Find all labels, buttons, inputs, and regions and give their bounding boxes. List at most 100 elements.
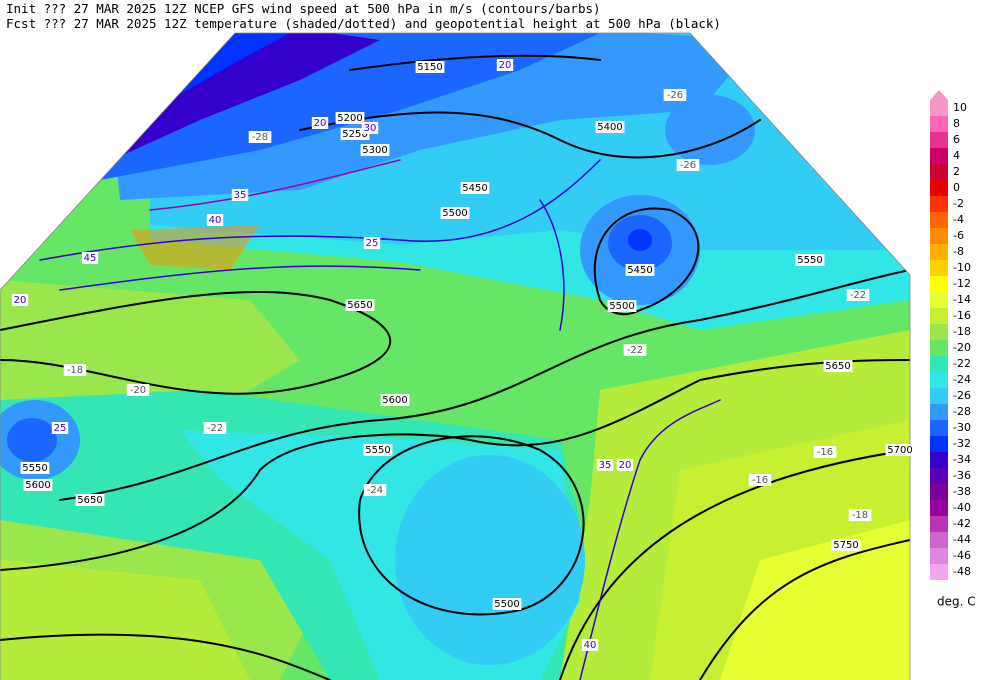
wind-label: 20: [314, 118, 327, 129]
colorbar-label: -40: [953, 501, 971, 514]
height-label-bg: [380, 394, 410, 406]
height-label: 5500: [494, 599, 519, 610]
wind-label-bg: [616, 459, 634, 471]
colorbar-label: -32: [953, 437, 971, 450]
colorbar-swatch: [930, 532, 948, 548]
wind-label-bg: [596, 459, 614, 471]
colorbar-label: 2: [953, 165, 960, 178]
wind-label-bg: [11, 294, 29, 306]
height-label: 5650: [77, 495, 102, 506]
temperature-label: -22: [627, 345, 643, 356]
colorbar-label: 10: [953, 101, 967, 114]
temperature-label-bg: [846, 289, 870, 301]
temperature-label-bg: [748, 474, 772, 486]
colorbar-label: 4: [953, 149, 960, 162]
colorbar-label: 0: [953, 181, 960, 194]
height-label: 5450: [462, 183, 487, 194]
header-fcst: Fcst ??? 27 MAR 2025 12Z temperature (sh…: [6, 16, 721, 31]
colorbar-arrow: [930, 90, 948, 100]
colorbar-swatch: [930, 436, 948, 452]
wind-label-bg: [206, 214, 224, 226]
colorbar-label: -6: [953, 229, 964, 242]
height-label-bg: [885, 444, 915, 456]
wind-label: 20: [14, 295, 27, 306]
header-init: Init ??? 27 MAR 2025 12Z NCEP GFS wind s…: [6, 1, 601, 16]
colorbar-label: -20: [953, 341, 971, 354]
height-label: 5500: [609, 301, 634, 312]
wind-label-bg: [496, 59, 514, 71]
height-label-bg: [595, 121, 625, 133]
height-label: 5600: [25, 480, 50, 491]
colorbar-label: 6: [953, 133, 960, 146]
colorbar-swatch: [930, 372, 948, 388]
colorbar-label: -36: [953, 469, 971, 482]
wind-label: 20: [619, 460, 632, 471]
wind-label: 20: [499, 60, 512, 71]
temperature-label: -24: [367, 485, 383, 496]
height-label: 5550: [797, 255, 822, 266]
height-label: 5550: [365, 445, 390, 456]
colorbar-unit: deg. C: [937, 595, 976, 609]
height-label-bg: [492, 598, 522, 610]
temperature-label-bg: [848, 509, 872, 521]
wind-label-bg: [81, 252, 99, 264]
colorbar-label: -8: [953, 245, 964, 258]
colorbar-swatch: [930, 116, 948, 132]
colorbar-label: -2: [953, 197, 964, 210]
colorbar-label: -16: [953, 309, 971, 322]
height-label-bg: [363, 444, 393, 456]
colorbar: 10 8 6 4 2 0 -2 -4 -6 -8 -10 -12 -14 -16 -18 -20 -22 -24 -…: [930, 90, 971, 580]
colorbar-swatch: [930, 244, 948, 260]
wind-label: 35: [599, 460, 612, 471]
temperature-label: -26: [680, 160, 696, 171]
height-label: 5250: [342, 129, 367, 140]
height-label: 5550: [22, 463, 47, 474]
colorbar-swatch: [930, 468, 948, 484]
height-label-bg: [75, 494, 105, 506]
wind-label: 25: [366, 238, 379, 249]
wind-label: 45: [84, 253, 97, 264]
colorbar-swatch: [930, 292, 948, 308]
colorbar-swatch: [930, 228, 948, 244]
colorbar-label: -34: [953, 453, 971, 466]
colorbar-swatch: [930, 500, 948, 516]
height-label: 5400: [597, 122, 622, 133]
temperature-label-bg: [623, 344, 647, 356]
colorbar-swatch: [930, 484, 948, 500]
colorbar-label: -46: [953, 549, 971, 562]
colorbar-label: -24: [953, 373, 971, 386]
height-label: 5300: [362, 145, 387, 156]
height-label-bg: [795, 254, 825, 266]
colorbar-label: -44: [953, 533, 971, 546]
colorbar-swatch: [930, 212, 948, 228]
temperature-label-bg: [248, 131, 272, 143]
colorbar-swatch: [930, 452, 948, 468]
colorbar-swatch: [930, 100, 948, 116]
wind-label-bg: [361, 122, 379, 134]
colorbar-swatch: [930, 148, 948, 164]
height-label: 5200: [337, 113, 362, 124]
height-label: 5700: [887, 445, 912, 456]
height-label-bg: [360, 144, 390, 156]
colorbar-swatch: [930, 308, 948, 324]
colorbar-label: -14: [953, 293, 971, 306]
colorbar-swatch: [930, 260, 948, 276]
colorbar-label: -38: [953, 485, 971, 498]
temperature-label-bg: [813, 446, 837, 458]
height-label: 5750: [833, 540, 858, 551]
wind-label: 40: [209, 215, 222, 226]
wind-label-bg: [231, 189, 249, 201]
temperature-label-bg: [63, 364, 87, 376]
labels: 5150 5200 5250 5300 5400 5450 5500 5450 5500 5550…: [11, 59, 915, 651]
colorbar-label: -48: [953, 565, 971, 578]
height-label-bg: [335, 112, 365, 124]
height-label: 5650: [347, 300, 372, 311]
colorbar-swatch: [930, 564, 948, 580]
height-label: 5450: [627, 265, 652, 276]
colorbar-swatch: [930, 404, 948, 420]
temperature-label-bg: [363, 484, 387, 496]
colorbar-label: -30: [953, 421, 971, 434]
wind-label: 30: [364, 123, 377, 134]
colorbar-label: -10: [953, 261, 971, 274]
wind-label-bg: [581, 639, 599, 651]
